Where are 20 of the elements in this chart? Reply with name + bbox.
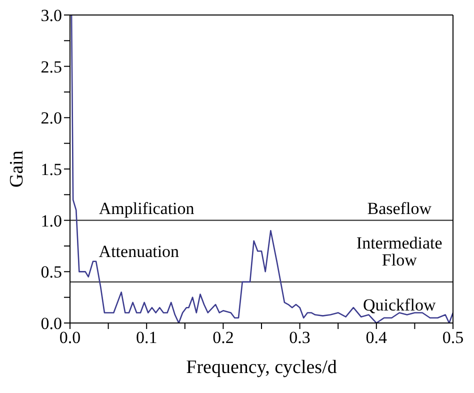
annotation: Intermediate Flow — [356, 234, 442, 270]
annotation: Baseflow — [367, 199, 432, 218]
y-tick-label: 0.5 — [40, 262, 62, 282]
annotation: Attenuation — [98, 242, 180, 262]
x-tick-label: 0.1 — [136, 328, 158, 348]
x-tick-label: 0.0 — [59, 328, 81, 348]
y-tick-label: 0.0 — [40, 314, 62, 334]
annotation: Amplification — [98, 199, 195, 218]
y-tick-label: 1.0 — [40, 211, 62, 230]
y-tick-label: 2.0 — [40, 108, 62, 128]
annotation: Quickflow — [363, 296, 436, 315]
x-tick-label: 0.5 — [442, 328, 464, 348]
x-tick-label: 0.2 — [212, 328, 234, 348]
x-tick-label: 0.4 — [366, 328, 388, 348]
x-tick-label: 0.3 — [289, 328, 310, 348]
y-tick-label: 2.5 — [40, 57, 62, 76]
y-tick-label: 3.0 — [40, 6, 62, 26]
y-axis-title: Gain — [6, 150, 28, 188]
y-tick-label: 1.5 — [40, 160, 62, 180]
x-axis-title: Frequency, cycles/d — [186, 357, 338, 378]
